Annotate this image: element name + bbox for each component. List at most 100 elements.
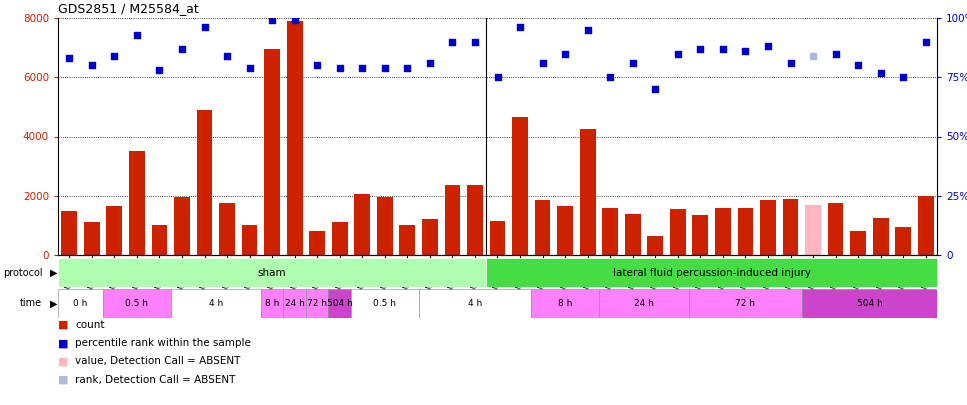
Bar — [486, 258, 937, 287]
Bar — [535, 200, 550, 255]
Bar — [422, 220, 438, 255]
Bar — [152, 225, 167, 255]
Point — [625, 60, 640, 66]
Point — [377, 64, 393, 71]
Bar — [445, 185, 460, 255]
Point — [716, 46, 731, 52]
Point — [445, 38, 460, 45]
Bar — [647, 236, 663, 255]
Bar — [828, 203, 843, 255]
Point — [873, 69, 889, 76]
Text: 504 h: 504 h — [857, 299, 882, 308]
Text: ■: ■ — [58, 320, 69, 330]
Bar — [196, 110, 213, 255]
Bar — [264, 49, 280, 255]
Bar — [58, 258, 486, 287]
Point — [423, 60, 438, 66]
Point — [220, 53, 235, 59]
Bar — [332, 222, 347, 255]
Bar — [377, 197, 393, 255]
Point — [309, 62, 325, 68]
Bar — [806, 205, 821, 255]
Point — [782, 60, 798, 66]
Text: 24 h: 24 h — [634, 299, 654, 308]
Bar — [242, 225, 257, 255]
Point — [670, 50, 686, 57]
Point — [535, 60, 550, 66]
Bar — [306, 289, 329, 318]
Point — [467, 38, 483, 45]
Bar — [895, 227, 911, 255]
Point — [557, 50, 572, 57]
Bar — [513, 117, 528, 255]
Point — [152, 67, 167, 73]
Bar — [580, 129, 596, 255]
Bar — [174, 197, 190, 255]
Text: protocol: protocol — [3, 267, 43, 277]
Text: 0.5 h: 0.5 h — [126, 299, 148, 308]
Text: lateral fluid percussion-induced injury: lateral fluid percussion-induced injury — [613, 267, 810, 277]
Bar — [692, 215, 708, 255]
Point — [648, 86, 663, 92]
Text: 72 h: 72 h — [308, 299, 327, 308]
Bar — [171, 289, 261, 318]
Bar — [84, 222, 100, 255]
Point — [895, 74, 911, 81]
Text: count: count — [75, 320, 104, 330]
Point — [918, 38, 933, 45]
Bar — [354, 194, 370, 255]
Text: 0.5 h: 0.5 h — [373, 299, 396, 308]
Bar — [329, 289, 351, 318]
Text: ▶: ▶ — [50, 267, 57, 277]
Point — [355, 64, 370, 71]
Bar — [918, 196, 933, 255]
Point — [264, 17, 279, 23]
Bar — [873, 218, 889, 255]
Text: 8 h: 8 h — [558, 299, 572, 308]
Text: ■: ■ — [58, 356, 69, 367]
Point — [106, 53, 122, 59]
Bar — [715, 208, 731, 255]
Bar — [309, 231, 325, 255]
Point — [332, 64, 347, 71]
Point — [760, 43, 776, 50]
Bar — [61, 211, 77, 255]
Text: time: time — [20, 298, 43, 309]
Point — [399, 64, 415, 71]
Bar — [419, 289, 531, 318]
Text: sham: sham — [258, 267, 286, 277]
Text: rank, Detection Call = ABSENT: rank, Detection Call = ABSENT — [75, 375, 236, 385]
Bar — [602, 208, 618, 255]
Bar — [351, 289, 419, 318]
Text: 0 h: 0 h — [73, 299, 88, 308]
Bar — [220, 203, 235, 255]
Point — [850, 62, 865, 68]
Point — [738, 48, 753, 54]
Point — [84, 62, 100, 68]
Bar — [782, 199, 799, 255]
Point — [580, 27, 596, 33]
Bar — [599, 289, 689, 318]
Text: 72 h: 72 h — [736, 299, 755, 308]
Text: 24 h: 24 h — [284, 299, 305, 308]
Point — [62, 55, 77, 62]
Bar — [399, 225, 415, 255]
Text: ■: ■ — [58, 338, 69, 348]
Point — [806, 53, 821, 59]
Text: 504 h: 504 h — [327, 299, 353, 308]
Bar — [287, 21, 303, 255]
Text: 8 h: 8 h — [265, 299, 279, 308]
Bar — [738, 208, 753, 255]
Bar — [689, 289, 802, 318]
Text: ▶: ▶ — [50, 298, 57, 309]
Bar — [850, 231, 866, 255]
Point — [196, 24, 212, 31]
Bar — [760, 200, 776, 255]
Text: value, Detection Call = ABSENT: value, Detection Call = ABSENT — [75, 356, 241, 367]
Point — [130, 31, 145, 38]
Bar — [670, 209, 686, 255]
Bar — [557, 206, 573, 255]
Text: 4 h: 4 h — [209, 299, 223, 308]
Point — [489, 74, 505, 81]
Point — [602, 74, 618, 81]
